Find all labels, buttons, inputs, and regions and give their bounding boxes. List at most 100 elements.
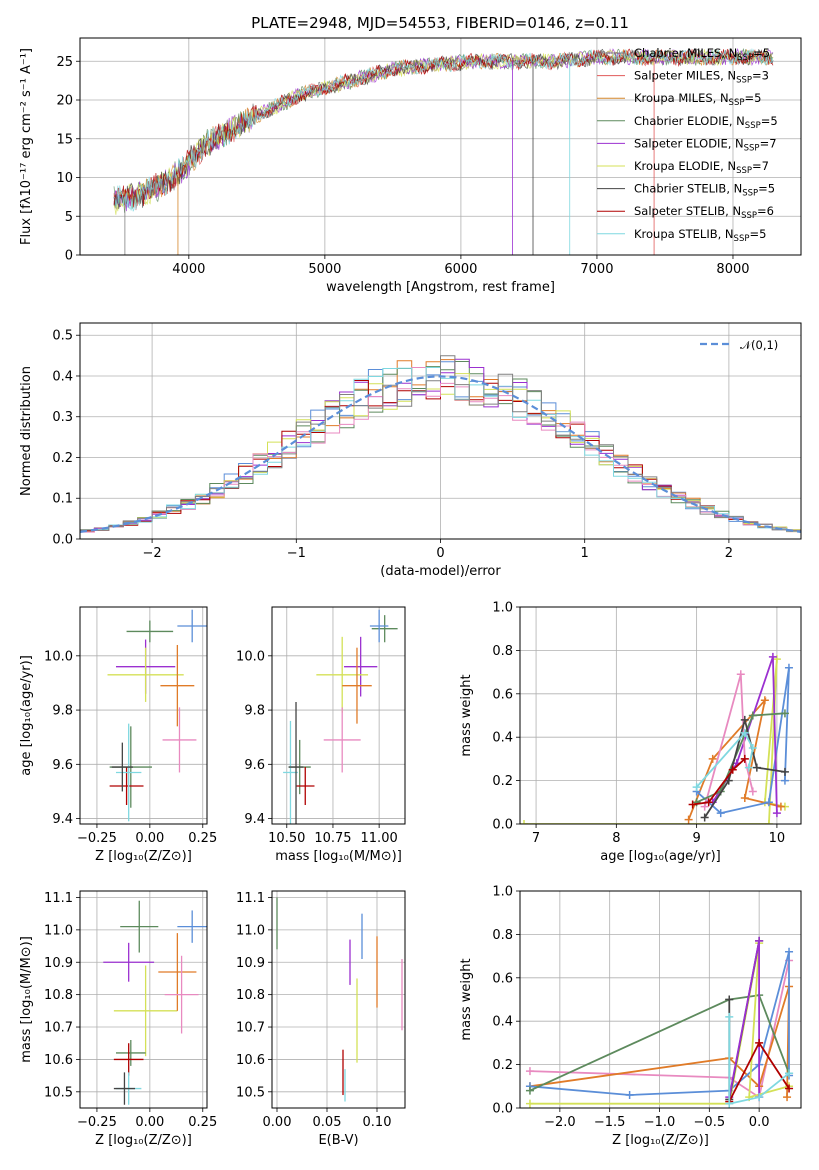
y-tick-label: 0.8: [492, 644, 513, 659]
legend-entry: Kroupa ELODIE, NSSP=7: [634, 159, 769, 176]
histogram-step: [80, 355, 801, 532]
y-axis-label: mass [log₁₀(M/M⊙)]: [19, 936, 34, 1063]
mass-weight-vs-metallicity-panel: −2.0 −1.5 −1.0 −0.5 0.0 0.0 0.2 0.4 0.6 0.8 1.0 Z […: [459, 885, 802, 1148]
y-tick-label: 0.0: [52, 533, 73, 548]
y-tick-label: 15: [56, 132, 73, 147]
plus-marker: [520, 820, 529, 824]
x-tick-label: 0.05: [313, 1115, 342, 1130]
legend-entry: Chabrier STELIB, NSSP=5: [634, 182, 775, 199]
errorbar-point: [113, 965, 178, 1057]
y-tick-label: 9.6: [244, 758, 265, 773]
y-tick-label: 10.9: [236, 956, 265, 971]
y-axis-label: age [log₁₀(age/yr)]: [19, 655, 34, 776]
x-axis-label: (data-model)/error: [380, 564, 501, 579]
plus-marker: [684, 815, 693, 824]
plus-marker: [692, 798, 701, 807]
x-tick-label: −2: [143, 546, 162, 561]
plot-content: [113, 47, 774, 255]
x-axis-label: wavelength [Angstrom, rest frame]: [326, 280, 555, 295]
plus-marker: [780, 776, 789, 785]
x-tick-label: 0.00: [135, 831, 164, 846]
mass-weight-line: [529, 994, 790, 1092]
x-axis-label: age [log₁₀(age/yr)]: [600, 849, 721, 864]
errorbar-point: [288, 701, 304, 824]
y-tick-label: 9.4: [52, 812, 73, 827]
plus-marker: [785, 947, 794, 956]
errorbar-point: [103, 942, 155, 982]
axes-frame: [79, 890, 208, 1109]
y-tick-label: 0.0: [492, 1102, 513, 1117]
plus-marker: [692, 783, 701, 792]
plot-content: [103, 900, 207, 1105]
plus-marker: [725, 1099, 734, 1108]
y-tick-label: 25: [56, 55, 73, 70]
y-tick-label: 10.0: [44, 649, 73, 664]
plus-marker: [748, 787, 757, 796]
errorbar-point: [126, 620, 174, 643]
y-axis-label: Flux [fλ10⁻¹⁷ erg cm⁻² s⁻¹ A⁻¹]: [19, 48, 34, 245]
errorbar-point: [177, 910, 207, 943]
plus-marker: [764, 820, 773, 824]
plus-marker: [525, 1099, 534, 1108]
x-tick-label: 0.25: [188, 1115, 217, 1130]
plus-marker: [728, 765, 737, 774]
mass-weight-vs-age-panel: 7 8 9 10 0.0 0.2 0.4 0.6 0.8 1.0 age [log₁₀(age/yr…: [459, 601, 802, 864]
spectrum-panel: 4000 5000 6000 7000 8000 0 5 10 15 20 25 wavelength…: [19, 37, 802, 295]
mass-weight-line: [529, 951, 790, 1096]
plus-marker: [764, 798, 773, 807]
errorbar-point: [342, 647, 372, 724]
legend-entry: Kroupa STELIB, NSSP=5: [634, 227, 766, 244]
y-tick-label: 5: [65, 210, 73, 225]
x-tick-label: 8000: [716, 262, 749, 277]
plot-content: [107, 609, 207, 822]
axes-frame: [79, 37, 802, 256]
plus-marker: [725, 995, 734, 1004]
x-axis-label: E(B-V): [318, 1133, 358, 1148]
legend-entry: Salpeter MILES, NSSP=3: [634, 69, 769, 86]
plus-marker: [752, 763, 761, 772]
mass-weight-line: [703, 674, 754, 807]
y-tick-label: 11.0: [236, 923, 265, 938]
x-tick-label: 0.0: [749, 1115, 770, 1130]
plus-marker: [700, 813, 709, 822]
mass-weight-line: [728, 1016, 790, 1105]
x-tick-label: 11.00: [361, 831, 398, 846]
plus-marker: [748, 744, 757, 753]
y-tick-label: 10.7: [236, 1021, 265, 1036]
plus-marker: [525, 1086, 534, 1095]
errorbar-point: [115, 723, 142, 822]
x-tick-label: 1: [581, 546, 589, 561]
plot-background: [80, 891, 207, 1108]
y-tick-label: 11.1: [236, 891, 265, 906]
y-tick-label: 11.1: [44, 891, 73, 906]
x-axis-label: Z [log₁₀(Z/Z⊙)]: [95, 849, 192, 864]
y-tick-label: 1.0: [492, 885, 513, 900]
y-tick-label: 20: [56, 94, 73, 109]
plot-content: [520, 652, 793, 824]
y-tick-label: 0.2: [52, 451, 73, 466]
plot-background: [80, 607, 207, 824]
y-tick-label: 0.6: [492, 687, 513, 702]
age-vs-metallicity-panel: −0.25 0.00 0.25 9.4 9.6 9.8 10.0 Z [log₁₀(Z/Z⊙)…: [19, 606, 217, 864]
plus-marker: [725, 1012, 734, 1021]
y-tick-label: 10.0: [236, 649, 265, 664]
plot-content: [525, 936, 794, 1108]
x-tick-label: 0.10: [363, 1115, 392, 1130]
y-tick-label: 0.0: [492, 818, 513, 833]
y-tick-label: 0.5: [52, 329, 73, 344]
y-tick-label: 9.8: [244, 704, 265, 719]
x-tick-label: 9: [692, 831, 700, 846]
y-tick-label: 9.8: [52, 704, 73, 719]
errorbar-point: [120, 900, 159, 953]
plus-marker: [740, 754, 749, 763]
plus-marker: [755, 1038, 764, 1047]
plus-marker: [780, 709, 789, 718]
mass-vs-extinction-panel: 0.00 0.05 0.10 10.5 10.6 10.7 10.8 10.9 11.0 11.1…: [236, 890, 406, 1148]
plus-marker: [785, 1069, 794, 1078]
plus-marker: [625, 1090, 634, 1099]
errorbar-point: [162, 707, 197, 773]
x-tick-label: 0.25: [188, 831, 217, 846]
errorbar-point: [177, 609, 207, 643]
axes-frame: [271, 890, 406, 1109]
mass-weight-line: [692, 758, 746, 806]
